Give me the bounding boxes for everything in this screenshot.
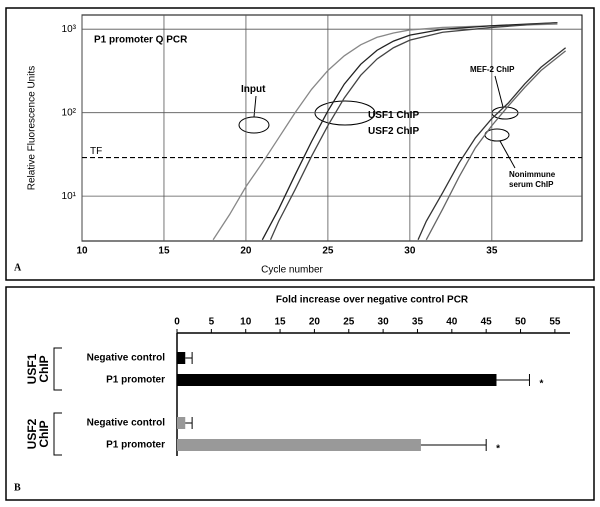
leader (499, 140, 516, 169)
x-tick-label: 35 (412, 317, 424, 328)
threshold-label: TF (90, 146, 102, 157)
x-tick-label: 35 (486, 246, 498, 257)
category-label: Negative control (87, 418, 166, 429)
bar (177, 374, 497, 386)
x-tick-label: 45 (481, 317, 493, 328)
x-tick-label: 30 (404, 246, 416, 257)
x-axis-title: Cycle number (261, 265, 323, 276)
chart-title: P1 promoter Q PCR (94, 35, 188, 46)
x-tick-label: 20 (240, 246, 252, 257)
y-tick-label: 10³ (62, 24, 77, 35)
group-label: USF1 ChIP (25, 353, 51, 385)
x-tick-label: 10 (76, 246, 88, 257)
series-label: USF2 ChIP (368, 126, 420, 137)
leader (253, 95, 257, 118)
panel-a-frame (5, 7, 595, 281)
panel-label: B (14, 482, 21, 493)
panel-label: A (14, 262, 22, 273)
series-label: Input (241, 84, 266, 95)
x-tick-label: 20 (309, 317, 321, 328)
category-label: P1 promoter (106, 375, 165, 386)
leader (494, 75, 504, 108)
panel-b-frame (5, 286, 595, 501)
y-tick-label: 10¹ (62, 191, 77, 202)
ellipse (238, 116, 270, 134)
series-label: MEF-2 ChIP (470, 65, 515, 74)
x-tick-label: 10 (240, 317, 252, 328)
y-tick-label: 10² (62, 107, 77, 118)
y-axis-title: Relative Fluorescence Units (27, 66, 38, 191)
x-tick-label: 30 (378, 317, 390, 328)
bar (177, 352, 186, 364)
x-tick-label: 25 (343, 317, 355, 328)
x-tick-label: 15 (158, 246, 170, 257)
annotation-ellipses (238, 75, 519, 169)
significance-label: * (496, 444, 500, 455)
x-tick-label: 0 (174, 317, 180, 328)
x-tick-label: 25 (322, 246, 334, 257)
x-tick-label: 40 (446, 317, 458, 328)
bar (177, 417, 186, 429)
group-bracket (53, 347, 62, 391)
curve (417, 47, 567, 241)
x-tick-label: 55 (549, 317, 561, 328)
bar (177, 439, 421, 451)
x-axis-title: Fold increase over negative control PCR (276, 295, 469, 306)
x-tick-label: 15 (274, 317, 286, 328)
curve (269, 21, 558, 241)
x-tick-label: 5 (209, 317, 215, 328)
series-label: Nonimmune serum ChIP (509, 170, 556, 189)
category-label: P1 promoter (106, 440, 165, 451)
group-bracket (53, 412, 62, 456)
curve (261, 21, 558, 241)
category-label: Negative control (87, 353, 166, 364)
x-tick-label: 50 (515, 317, 527, 328)
curve (425, 50, 567, 241)
plot-area (81, 14, 583, 242)
significance-label: * (539, 379, 543, 390)
series-label: USF1 ChIP (368, 110, 420, 121)
curve (212, 23, 558, 241)
group-label: USF2 ChIP (25, 418, 51, 450)
